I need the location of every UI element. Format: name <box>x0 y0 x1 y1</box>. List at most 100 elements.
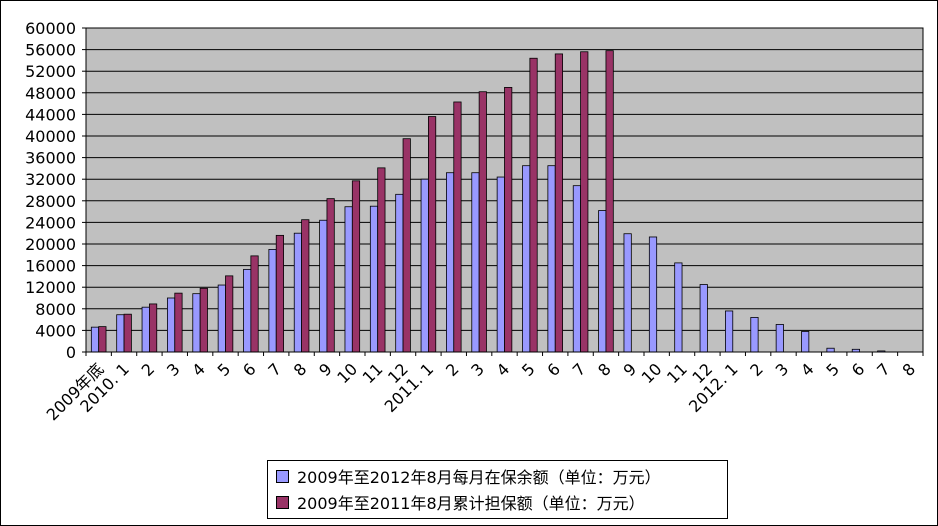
y-axis-ticks: 0 4000 8000 12000 16000 20000 24000 28000 32000 3… <box>25 19 86 362</box>
bar-cumulative <box>428 116 437 353</box>
plot-border <box>85 27 924 353</box>
bar-cumulative <box>580 51 589 353</box>
bar-balance <box>217 284 226 353</box>
x-tick-label: 3 <box>163 359 184 380</box>
x-tick-label: 2 <box>746 359 767 380</box>
y-tick-label: 8000 <box>35 300 76 319</box>
legend-item-cumulative: 2009年至2011年8月累计担保额（单位：万元） <box>276 490 645 514</box>
y-tick-label: 52000 <box>25 62 76 81</box>
y-tick-label: 40000 <box>25 127 76 146</box>
bar-balance <box>496 176 505 353</box>
x-tick-label: 7 <box>569 359 590 380</box>
bar-cumulative <box>453 101 462 353</box>
bar-cumulative <box>402 138 411 353</box>
legend-label-balance: 2009年至2012年8月每月在保余额（单位：万元） <box>297 468 661 487</box>
bar-balance <box>268 248 277 353</box>
bar-balance <box>319 219 328 353</box>
x-tick-label: 6 <box>543 359 564 380</box>
y-tick-label: 48000 <box>25 84 76 103</box>
bar-cumulative <box>605 50 614 353</box>
bar-balance <box>420 178 429 353</box>
x-tick-label: 2 <box>138 359 159 380</box>
bar-balance <box>623 233 632 353</box>
bar-cumulative <box>174 292 183 353</box>
x-tick-label: 5 <box>822 359 843 380</box>
x-tick-label: 6 <box>848 359 869 380</box>
bar-balance <box>547 165 556 353</box>
y-tick-label: 16000 <box>25 257 76 276</box>
x-tick-label: 10 <box>638 359 666 387</box>
bar-cumulative <box>149 303 158 353</box>
bar-balance <box>192 293 201 353</box>
bar-balance <box>446 172 455 353</box>
x-tick-label: 8 <box>290 359 311 380</box>
x-tick-label: 9 <box>315 359 336 380</box>
bar-balance <box>674 262 683 353</box>
x-tick-label: 4 <box>188 359 209 380</box>
bar-cumulative <box>351 180 361 353</box>
x-tick-label: 3 <box>772 359 793 380</box>
y-tick-label: 24000 <box>25 213 76 232</box>
legend: 2009年至2012年8月每月在保余额（单位：万元） 2009年至2011年8月… <box>267 460 728 519</box>
bar-cumulative <box>275 234 284 353</box>
bar-cumulative <box>301 219 310 353</box>
bar-chart: 0 4000 8000 12000 16000 20000 24000 28000 32000 3… <box>25 19 924 424</box>
bar-balance <box>699 284 708 353</box>
bar-balance <box>471 172 480 353</box>
bar-cumulative <box>199 287 208 353</box>
y-tick-label: 28000 <box>25 192 76 211</box>
bar-cumulative <box>98 326 107 353</box>
x-tick-label: 10 <box>333 359 361 387</box>
bar-balance <box>395 193 404 353</box>
legend-label-cumulative: 2009年至2011年8月累计担保额（单位：万元） <box>297 494 645 513</box>
x-tick-label: 11 <box>663 359 691 387</box>
bar-balance <box>826 347 835 353</box>
legend-item-balance: 2009年至2012年8月每月在保余额（单位：万元） <box>276 464 661 488</box>
bar-balance <box>344 206 353 353</box>
bar-cumulative <box>123 313 132 353</box>
bar-balance <box>750 317 759 353</box>
x-tick-label: 4 <box>493 359 514 380</box>
x-tick-label: 9 <box>620 359 641 380</box>
bar-cumulative <box>504 87 513 353</box>
bar-cumulative <box>529 57 538 353</box>
y-tick-label: 32000 <box>25 170 76 189</box>
x-tick-label: 8 <box>594 359 615 380</box>
y-tick-label: 12000 <box>25 278 76 297</box>
x-tick-label: 6 <box>239 359 260 380</box>
axes <box>85 27 924 353</box>
y-tick-label: 36000 <box>25 149 76 168</box>
y-tick-label: 0 <box>66 343 76 362</box>
x-tick-label: 2 <box>442 359 463 380</box>
bar-balance <box>648 236 658 353</box>
bar-cumulative <box>326 198 335 353</box>
x-tick-label: 4 <box>797 359 818 380</box>
x-tick-label: 11 <box>359 359 387 387</box>
bar-cumulative <box>225 275 234 353</box>
bar-cumulative <box>377 167 386 353</box>
x-tick-label: 3 <box>467 359 488 380</box>
x-tick-label: 5 <box>518 359 539 380</box>
x-tick-label: 8 <box>899 359 920 380</box>
y-tick-label: 4000 <box>35 321 76 340</box>
y-tick-label: 60000 <box>25 19 76 38</box>
bar-balance <box>90 326 100 353</box>
legend-swatch-cumulative <box>276 495 289 509</box>
bar-balance <box>116 314 125 353</box>
y-tick-label: 20000 <box>25 235 76 254</box>
bar-balance <box>293 232 302 353</box>
x-tick-label: 5 <box>214 359 235 380</box>
bar-balance <box>725 310 734 353</box>
bar-balance <box>598 210 607 353</box>
bar-balance <box>522 165 531 353</box>
x-tick-label: 7 <box>264 359 285 380</box>
bar-balance <box>141 306 150 353</box>
bar-balance <box>167 297 176 353</box>
bar-balance <box>775 324 784 353</box>
y-tick-label: 56000 <box>25 41 76 60</box>
bar-cumulative <box>250 255 259 353</box>
y-tick-label: 44000 <box>25 105 76 124</box>
bar-balance <box>572 185 581 353</box>
